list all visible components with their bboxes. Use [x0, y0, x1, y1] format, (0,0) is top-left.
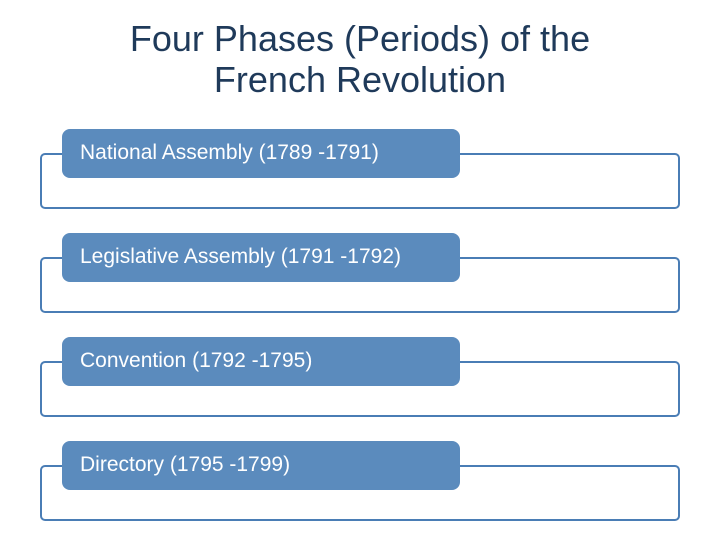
phase-item: National Assembly (1789 -1791): [40, 129, 680, 209]
title-line-2: French Revolution: [214, 59, 506, 100]
phase-pill: National Assembly (1789 -1791): [62, 129, 460, 178]
phase-pill: Directory (1795 -1799): [62, 441, 460, 490]
phase-label: National Assembly (1789 -1791): [80, 141, 379, 165]
phase-item: Directory (1795 -1799): [40, 441, 680, 521]
phases-list: National Assembly (1789 -1791) Legislati…: [40, 129, 680, 521]
phase-item: Convention (1792 -1795): [40, 337, 680, 417]
phase-item: Legislative Assembly (1791 -1792): [40, 233, 680, 313]
phase-label: Legislative Assembly (1791 -1792): [80, 245, 401, 269]
phase-label: Directory (1795 -1799): [80, 453, 290, 477]
page-title: Four Phases (Periods) of the French Revo…: [40, 18, 680, 101]
title-line-1: Four Phases (Periods) of the: [130, 18, 590, 59]
phase-pill: Legislative Assembly (1791 -1792): [62, 233, 460, 282]
phase-pill: Convention (1792 -1795): [62, 337, 460, 386]
phase-label: Convention (1792 -1795): [80, 349, 312, 373]
